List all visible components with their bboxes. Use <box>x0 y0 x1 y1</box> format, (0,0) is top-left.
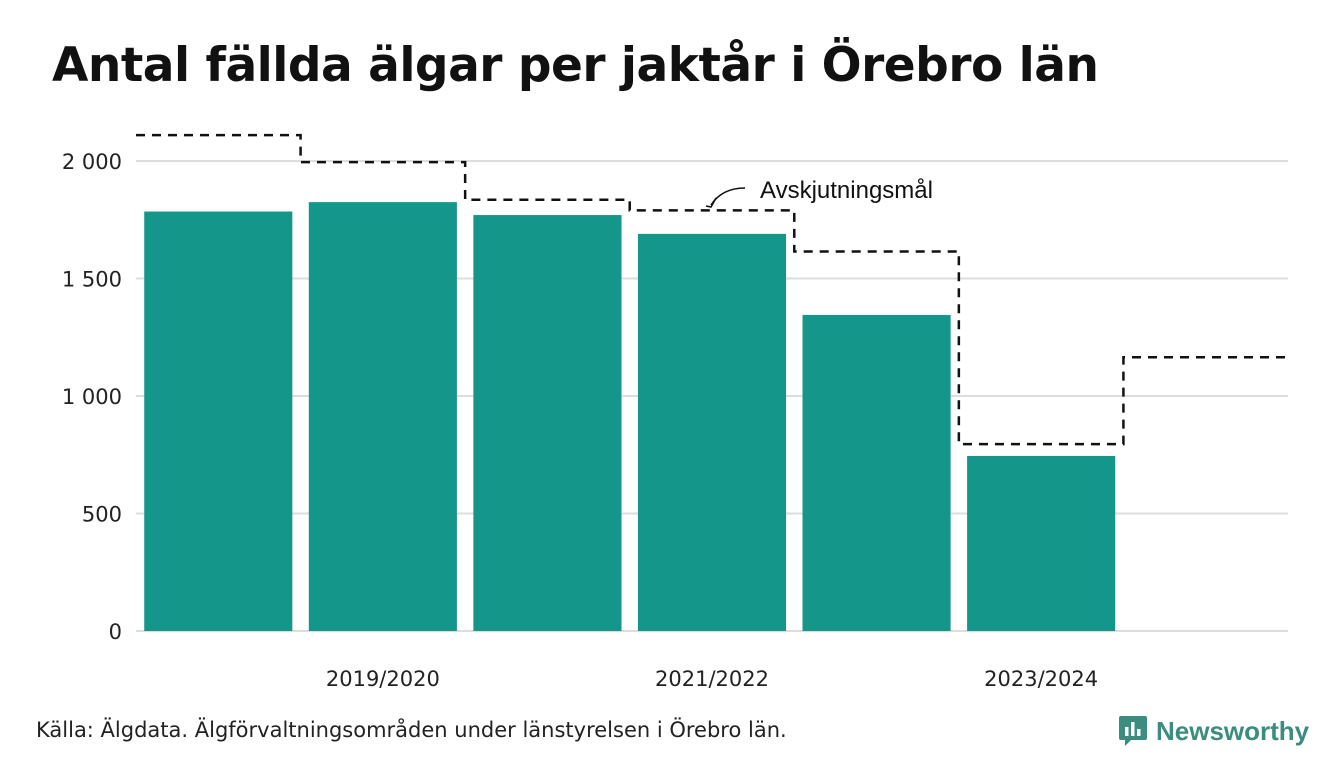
bar <box>967 455 1116 631</box>
bar <box>308 202 457 631</box>
bar <box>802 314 951 631</box>
target-step-line <box>136 133 1288 446</box>
y-tick-label: 1 500 <box>62 268 122 292</box>
annotation-arrowhead <box>705 197 717 208</box>
y-tick-label: 1 000 <box>62 385 122 409</box>
newsworthy-logo: Newsworthy <box>1118 714 1309 748</box>
newsworthy-logo-icon <box>1119 716 1147 746</box>
annotation-label: Avskjutningsmål <box>760 177 933 204</box>
y-axis-tick-labels: 0 500 1 000 1 500 2 000 <box>62 150 122 644</box>
chart-title: Antal fällda älgar per jaktår i Örebro l… <box>52 38 1099 93</box>
y-tick-label: 0 <box>109 620 122 644</box>
annotation-arrow <box>710 187 746 206</box>
bar <box>144 211 293 631</box>
y-tick-label: 500 <box>82 503 122 527</box>
x-tick-label: 2023/2024 <box>984 667 1098 691</box>
brand-name: Newsworthy <box>1156 715 1310 746</box>
x-tick-label: 2021/2022 <box>655 667 769 691</box>
source-note: Källa: Älgdata. Älgförvaltningsområden u… <box>36 718 787 742</box>
y-tick-label: 2 000 <box>62 150 122 174</box>
bar <box>473 215 622 632</box>
bars <box>144 202 1116 632</box>
x-axis-tick-labels: 2019/2020 2021/2022 2023/2024 <box>326 667 1098 691</box>
bar <box>637 233 787 631</box>
x-tick-label: 2019/2020 <box>326 667 440 691</box>
